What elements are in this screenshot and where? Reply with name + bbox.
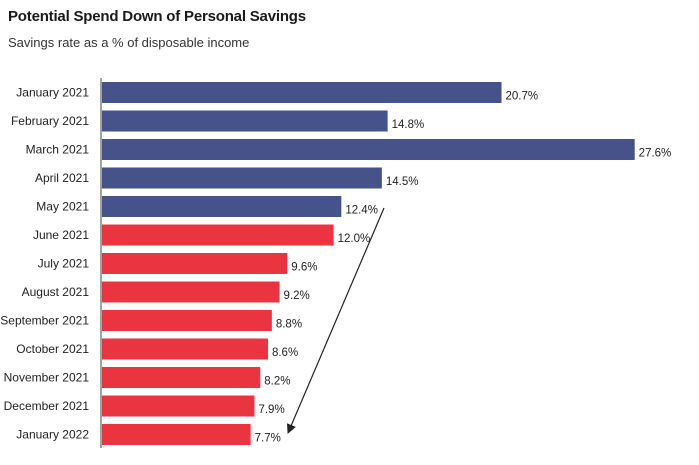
bar-10 <box>102 367 261 388</box>
category-label-0: January 2021 <box>16 86 89 100</box>
value-label-11: 7.9% <box>258 404 284 416</box>
bar-7 <box>102 281 280 303</box>
category-label-8: September 2021 <box>0 314 89 328</box>
value-label-8: 8.8% <box>276 319 302 331</box>
chart-subtitle: Savings rate as a % of disposable income <box>8 35 250 50</box>
category-label-7: August 2021 <box>22 285 90 299</box>
bar-8 <box>102 310 272 331</box>
category-label-10: November 2021 <box>4 371 90 385</box>
bar-11 <box>102 395 255 417</box>
value-label-1: 14.8% <box>392 119 425 131</box>
bar-2 <box>102 139 635 160</box>
value-label-5: 12.0% <box>338 233 371 245</box>
category-label-11: December 2021 <box>4 399 90 413</box>
value-label-4: 12.4% <box>345 205 378 217</box>
category-label-1: February 2021 <box>11 114 89 128</box>
value-label-0: 20.7% <box>506 91 539 103</box>
category-label-3: April 2021 <box>35 171 89 185</box>
category-label-12: January 2022 <box>16 428 89 442</box>
bars-layer: January 2021 20.7% February 2021 14.8% March… <box>0 82 671 445</box>
bar-4 <box>102 196 342 217</box>
value-label-3: 14.5% <box>386 176 419 188</box>
bar-12 <box>102 424 251 445</box>
bar-0 <box>102 82 502 103</box>
bar-5 <box>102 224 334 246</box>
value-label-6: 9.6% <box>291 262 317 274</box>
value-label-12: 7.7% <box>255 433 281 445</box>
category-label-4: May 2021 <box>36 200 89 214</box>
bar-9 <box>102 338 268 360</box>
value-label-7: 9.2% <box>284 290 310 302</box>
value-label-10: 8.2% <box>264 376 290 388</box>
trend-arrow <box>286 207 385 434</box>
bar-6 <box>102 253 288 274</box>
bar-3 <box>102 167 382 189</box>
chart-title: Potential Spend Down of Personal Savings <box>8 8 306 25</box>
category-label-5: June 2021 <box>33 228 89 242</box>
category-label-2: March 2021 <box>26 143 90 157</box>
category-label-6: July 2021 <box>38 257 90 271</box>
value-label-2: 27.6% <box>639 148 672 160</box>
category-label-9: October 2021 <box>16 342 89 356</box>
value-label-9: 8.6% <box>272 347 298 359</box>
bar-1 <box>102 110 388 132</box>
